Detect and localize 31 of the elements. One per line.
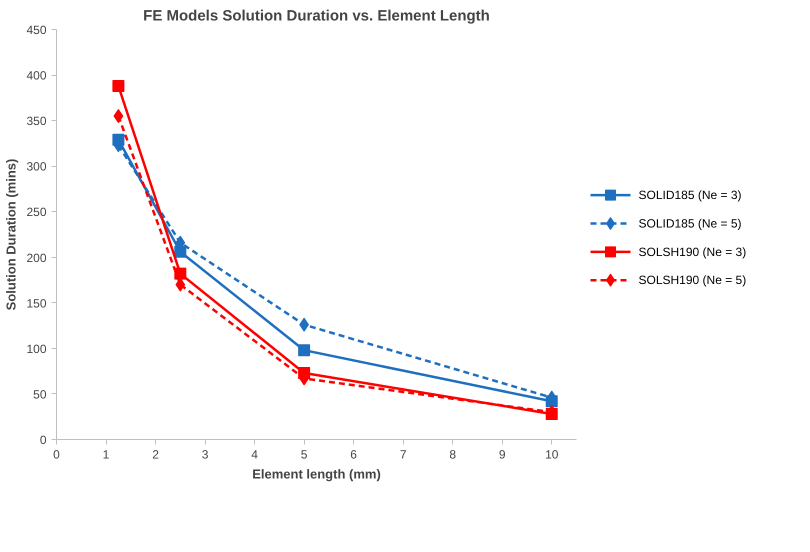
x-tick-label: 2 bbox=[152, 448, 160, 462]
legend-label: SOLSH190 (Ne = 3) bbox=[638, 244, 746, 259]
y-tick-label: 0 bbox=[40, 433, 47, 447]
legend-label: SOLID185 (Ne = 3) bbox=[638, 188, 742, 202]
x-tick-label: 8 bbox=[449, 448, 456, 462]
x-tick-label: 6 bbox=[350, 448, 358, 462]
point bbox=[112, 80, 124, 92]
y-tick-label: 150 bbox=[26, 296, 47, 310]
y-tick-label: 350 bbox=[26, 114, 47, 128]
y-axis-title: Solution Duration (mins) bbox=[3, 158, 18, 310]
x-tick-label: 3 bbox=[202, 448, 209, 462]
y-tick-label: 100 bbox=[26, 342, 47, 356]
chart-title: FE Models Solution Duration vs. Element Length bbox=[143, 8, 490, 24]
x-tick-label: 1 bbox=[102, 448, 110, 462]
legend-label: SOLSH190 (Ne = 5) bbox=[638, 273, 746, 288]
x-tick-label: 7 bbox=[400, 448, 407, 462]
point bbox=[298, 344, 310, 356]
y-tick-label: 250 bbox=[26, 205, 47, 220]
y-tick-label: 450 bbox=[26, 23, 47, 37]
x-axis-title: Element length (mm) bbox=[252, 466, 381, 482]
y-tick-label: 200 bbox=[26, 250, 47, 265]
x-tick-label: 9 bbox=[498, 448, 506, 462]
y-tick-label: 400 bbox=[26, 68, 47, 83]
y-tick-label: 50 bbox=[33, 387, 47, 402]
x-tick-label: 0 bbox=[53, 448, 60, 462]
x-tick-label: 5 bbox=[300, 448, 308, 462]
x-tick-label: 10 bbox=[545, 448, 559, 462]
legend-label: SOLID185 (Ne = 5) bbox=[638, 216, 742, 231]
point bbox=[175, 278, 186, 292]
y-tick-label: 300 bbox=[26, 160, 47, 174]
x-tick-label: 4 bbox=[251, 448, 258, 462]
